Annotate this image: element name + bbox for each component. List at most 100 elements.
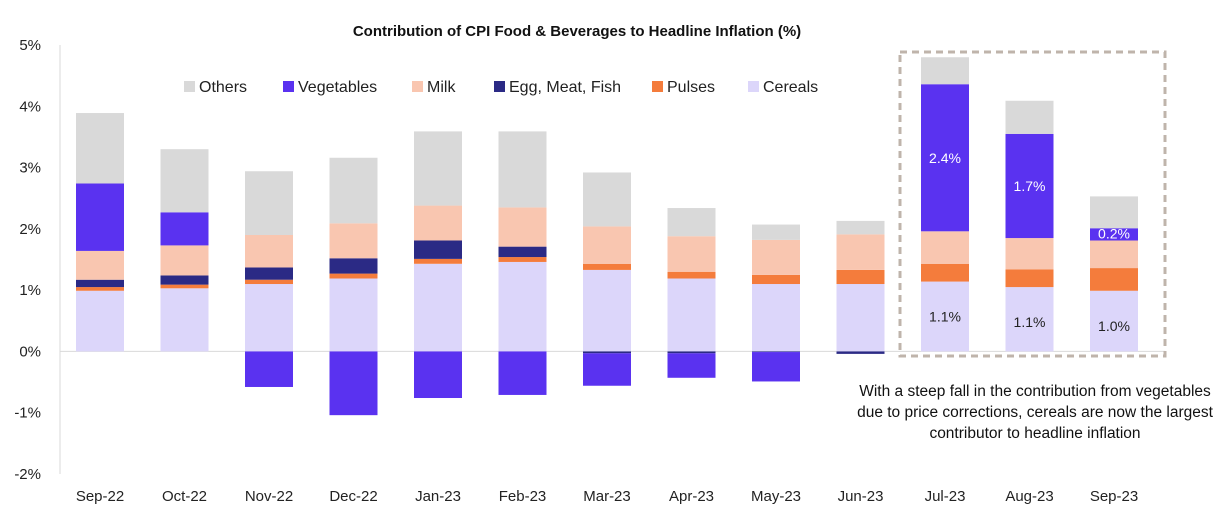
legend-label: Others [199, 79, 247, 96]
y-tick-label: -1% [14, 405, 41, 422]
bar-segment [160, 149, 209, 213]
bar-segment [667, 271, 716, 279]
bar-segment [329, 258, 378, 274]
x-tick-label: Jun-23 [838, 488, 884, 505]
bar-segment [752, 274, 800, 285]
data-labels: 2.4% 1.7% 0.2% 1.1% 1.1% 1.0% [929, 150, 1130, 334]
bar-segment [1090, 196, 1138, 229]
bar-segment [76, 279, 124, 288]
bar-segment [667, 208, 716, 237]
data-label: 1.1% [929, 309, 961, 325]
bar-segment [583, 263, 631, 270]
bar-segment [667, 236, 716, 272]
bar-segment [245, 284, 293, 352]
bar-segment [329, 351, 378, 416]
bar-segment [498, 261, 547, 352]
legend-swatch [283, 81, 294, 92]
bar-segment [583, 172, 631, 227]
bar-segment [836, 220, 885, 235]
highlight-box [898, 50, 1167, 358]
x-tick-label: Jan-23 [415, 488, 461, 505]
y-tick-label: 1% [19, 282, 41, 299]
axes: 5% 4% 3% 2% 1% 0% -1% -2% Sep-22 Oct-22 Nov-22 Dec-… [14, 37, 1165, 505]
bar-segment [1005, 133, 1054, 239]
legend-swatch [748, 81, 759, 92]
bar-segment [1005, 100, 1054, 134]
bar-segment [667, 278, 716, 352]
bar-segment [836, 351, 885, 354]
bar-segment [1005, 287, 1054, 352]
bar-segment [921, 263, 969, 282]
bar-segment [836, 234, 885, 270]
y-tick-label: 5% [19, 37, 41, 54]
bar-segment [414, 258, 462, 264]
bar-segment [414, 240, 462, 259]
bar-segment [667, 351, 716, 354]
x-tick-label: Oct-22 [162, 488, 207, 505]
legend-swatch [412, 81, 423, 92]
data-label: 1.1% [1014, 314, 1046, 330]
bar-segment [414, 351, 462, 399]
bar-segment [414, 205, 462, 241]
bar-segment [245, 279, 293, 285]
bar-segment [160, 212, 209, 246]
bar-segment [76, 287, 124, 291]
bar-segment [498, 246, 547, 258]
bar-segment [921, 84, 969, 232]
data-label: 1.0% [1098, 318, 1130, 334]
bar-segment [752, 224, 800, 240]
bar-segment [752, 284, 800, 352]
bar-segment [245, 171, 293, 235]
bar-segment [1090, 290, 1138, 352]
y-tick-label: 0% [19, 343, 41, 360]
bar-segment [1090, 240, 1138, 269]
bar-segment [160, 275, 209, 285]
legend-label: Vegetables [298, 79, 377, 96]
legend-swatch [494, 81, 505, 92]
legend-label: Cereals [763, 79, 818, 96]
bar-segment [245, 351, 293, 387]
data-label: 0.2% [1098, 226, 1130, 242]
legend-label: Milk [427, 79, 456, 96]
x-tick-label: Aug-23 [1005, 488, 1053, 505]
x-tick-label: Jul-23 [925, 488, 966, 505]
bar-segment [836, 269, 885, 285]
bar-segment [921, 231, 969, 264]
bar-segment [329, 273, 378, 279]
x-tick-label: Sep-23 [1090, 488, 1138, 505]
bar-segment [498, 131, 547, 208]
data-label: 1.7% [1014, 178, 1046, 194]
x-tick-label: Nov-22 [245, 488, 293, 505]
bar-segment [76, 250, 124, 280]
bar-segment [498, 257, 547, 262]
bar-segment [921, 57, 969, 85]
data-label: 2.4% [929, 150, 961, 166]
bar-segment [1090, 228, 1138, 241]
bar-segment [1005, 269, 1054, 288]
bar-segment [329, 223, 378, 259]
y-tick-label: 3% [19, 160, 41, 177]
bar-segment [498, 207, 547, 247]
y-tick-label: 4% [19, 98, 41, 115]
legend: Others Vegetables Milk Egg, Meat, Fish Pulse… [184, 79, 818, 96]
legend-label: Egg, Meat, Fish [509, 79, 621, 96]
bar-segment [160, 284, 209, 289]
bar-segment [245, 234, 293, 268]
bars [76, 57, 1138, 416]
bar-segment [76, 113, 124, 184]
annotation-text: With a steep fall in the contribution fr… [857, 383, 1213, 442]
x-tick-label: Sep-22 [76, 488, 124, 505]
bar-segment [921, 281, 969, 352]
x-tick-label: May-23 [751, 488, 801, 505]
bar-segment [667, 353, 716, 378]
bar-segment [1005, 238, 1054, 270]
bar-segment [752, 352, 800, 382]
x-tick-label: Feb-23 [499, 488, 547, 505]
bar-segment [583, 269, 631, 352]
bar-segment [752, 351, 800, 353]
bar-segment [160, 245, 209, 276]
y-tick-label: 2% [19, 221, 41, 238]
bar-segment [329, 278, 378, 352]
x-tick-label: Mar-23 [583, 488, 631, 505]
